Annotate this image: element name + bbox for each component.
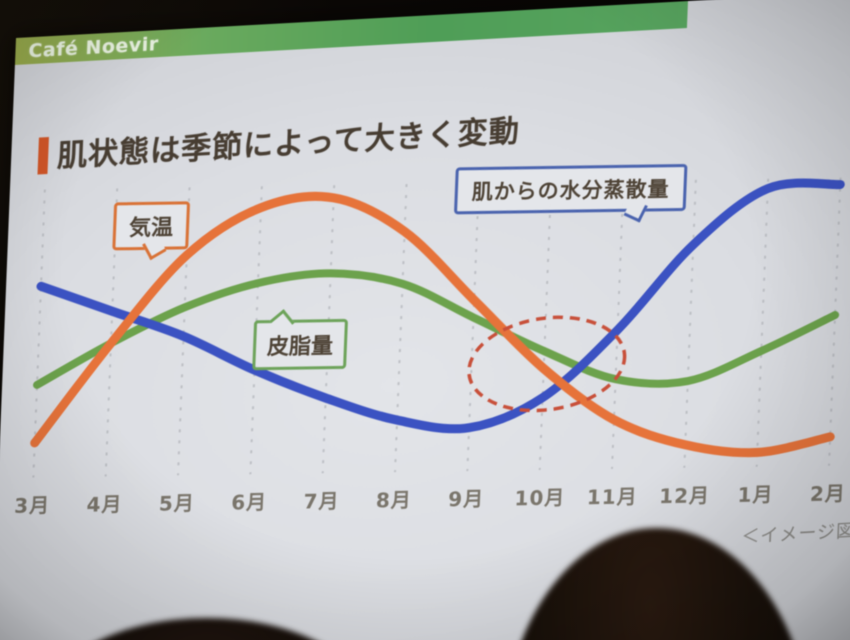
slide-title-row: 肌状態は季節によって大きく変動 xyxy=(37,106,520,176)
page-title: 肌状態は季節によって大きく変動 xyxy=(56,114,521,175)
gridline xyxy=(394,184,408,473)
temperature-label: 気温 xyxy=(128,215,174,242)
water-evaporation-label: 肌からの水分蒸散量 xyxy=(471,176,670,204)
x-axis-label: 3月 xyxy=(13,493,51,518)
gridline xyxy=(683,179,697,468)
curve-sebum xyxy=(33,269,840,389)
brand-bar: Café Noevir xyxy=(14,1,689,65)
title-accent-bar xyxy=(37,136,49,175)
sebum-label: 皮脂量 xyxy=(266,334,334,361)
x-axis-label: 10月 xyxy=(514,485,566,511)
x-axis-label: 12月 xyxy=(658,483,711,509)
gridline xyxy=(755,178,770,467)
x-axis-label: 4月 xyxy=(86,492,123,517)
x-axis-label: 9月 xyxy=(447,486,485,512)
chart-curves xyxy=(30,178,845,458)
chart-area: 3月 4月 5月 6月 7月 8月 9月 10月 11月 12月 1月 2月 気温 皮脂量 肌からの水… xyxy=(0,163,850,550)
x-axis-label: 1月 xyxy=(737,482,774,507)
brand-logo-text: Café Noevir xyxy=(28,32,160,62)
gridline xyxy=(104,188,119,477)
x-axis-label: 5月 xyxy=(158,491,196,516)
x-axis-label: 11月 xyxy=(586,484,639,510)
image-diagram-caption: ＜イメージ図 xyxy=(740,520,850,548)
gridline xyxy=(538,181,553,470)
gridline xyxy=(828,177,842,466)
gridline xyxy=(466,183,480,472)
curve-water-evaporation xyxy=(36,178,845,434)
x-axis-label: 6月 xyxy=(230,489,268,515)
water-evaporation-label-bubble: 肌からの水分蒸散量 xyxy=(453,163,688,223)
crossover-annotation-ellipse xyxy=(467,315,627,413)
x-axis-label: 2月 xyxy=(809,481,847,506)
gridline xyxy=(32,189,46,478)
curve-temperature xyxy=(30,191,835,458)
x-axis-label: 8月 xyxy=(375,487,413,513)
sebum-label-bubble: 皮脂量 xyxy=(252,309,349,371)
line-chart xyxy=(30,177,845,478)
x-axis-label: 7月 xyxy=(303,488,340,514)
temperature-label-bubble: 気温 xyxy=(112,201,191,261)
gridline xyxy=(177,187,191,476)
